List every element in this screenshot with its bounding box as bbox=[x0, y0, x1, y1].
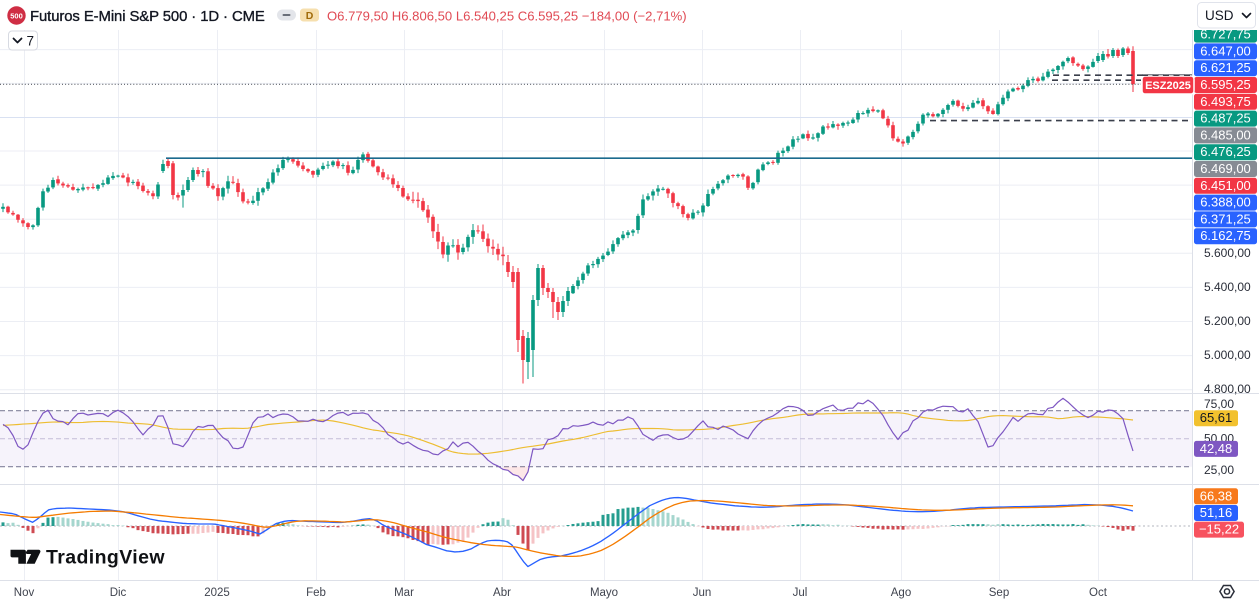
svg-text:Mayo: Mayo bbox=[590, 587, 618, 599]
svg-text:Feb: Feb bbox=[306, 587, 326, 599]
svg-text:6.487,25: 6.487,25 bbox=[1200, 111, 1251, 126]
svg-text:6.371,25: 6.371,25 bbox=[1200, 211, 1251, 226]
svg-text:6.476,25: 6.476,25 bbox=[1200, 144, 1251, 159]
svg-text:6.493,75: 6.493,75 bbox=[1200, 94, 1251, 109]
svg-text:D: D bbox=[306, 10, 314, 22]
svg-text:6.469,00: 6.469,00 bbox=[1200, 161, 1251, 176]
svg-text:TradingView: TradingView bbox=[46, 547, 165, 569]
svg-text:5.200,00: 5.200,00 bbox=[1204, 314, 1251, 328]
svg-text:5.400,00: 5.400,00 bbox=[1204, 280, 1251, 294]
svg-text:Jul: Jul bbox=[793, 587, 808, 599]
svg-text:66,38: 66,38 bbox=[1200, 488, 1233, 503]
svg-text:Ago: Ago bbox=[891, 587, 911, 599]
svg-text:6.647,00: 6.647,00 bbox=[1200, 43, 1251, 58]
svg-text:O6.779,50 H6.806,50 L6.540,25: O6.779,50 H6.806,50 L6.540,25 C6.595,25 … bbox=[327, 9, 687, 24]
svg-text:5.000,00: 5.000,00 bbox=[1204, 348, 1251, 362]
svg-text:4.800,00: 4.800,00 bbox=[1204, 382, 1251, 396]
svg-text:Sep: Sep bbox=[989, 587, 1009, 599]
svg-text:ESZ2025: ESZ2025 bbox=[1145, 80, 1191, 92]
svg-text:Oct: Oct bbox=[1089, 587, 1108, 599]
svg-text:USD: USD bbox=[1205, 8, 1234, 23]
svg-text:Futuros E-Mini S&P 500 · 1D ·: Futuros E-Mini S&P 500 · 1D · CME bbox=[30, 9, 265, 25]
svg-text:Jun: Jun bbox=[693, 587, 712, 599]
svg-text:42,48: 42,48 bbox=[1200, 441, 1233, 456]
svg-text:6.388,00: 6.388,00 bbox=[1200, 195, 1251, 210]
svg-text:65,61: 65,61 bbox=[1200, 410, 1233, 425]
svg-text:6.451,00: 6.451,00 bbox=[1200, 178, 1251, 193]
svg-text:500: 500 bbox=[10, 11, 23, 20]
svg-text:6.485,00: 6.485,00 bbox=[1200, 127, 1251, 142]
svg-text:Dic: Dic bbox=[110, 587, 127, 599]
svg-text:2025: 2025 bbox=[204, 587, 230, 599]
svg-text:Abr: Abr bbox=[493, 587, 511, 599]
svg-text:5.600,00: 5.600,00 bbox=[1204, 246, 1251, 260]
svg-text:6.595,25: 6.595,25 bbox=[1200, 77, 1251, 92]
svg-text:75,00: 75,00 bbox=[1204, 397, 1234, 411]
svg-text:Mar: Mar bbox=[394, 587, 414, 599]
svg-text:−15,22: −15,22 bbox=[1199, 522, 1239, 537]
svg-text:6.162,75: 6.162,75 bbox=[1200, 228, 1251, 243]
svg-text:6.621,25: 6.621,25 bbox=[1200, 60, 1251, 75]
svg-text:Nov: Nov bbox=[14, 587, 35, 599]
svg-text:7: 7 bbox=[27, 34, 35, 49]
svg-text:51,16: 51,16 bbox=[1200, 505, 1233, 520]
svg-text:25,00: 25,00 bbox=[1204, 463, 1234, 477]
